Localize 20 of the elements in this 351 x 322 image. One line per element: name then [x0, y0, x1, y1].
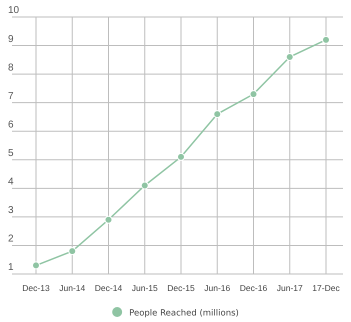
x-tick-label: Jun-14	[59, 283, 86, 294]
x-tick-label: Jun-15	[132, 283, 158, 294]
y-tick-label: 2	[8, 234, 14, 245]
x-tick-label: 17-Dec	[312, 283, 340, 294]
y-tick-label: 4	[8, 176, 14, 188]
y-tick-label: 5	[8, 148, 14, 159]
legend-label: People Reached (millions)	[129, 308, 239, 318]
y-tick-label: 9	[8, 34, 14, 45]
y-tick-label: 3	[8, 205, 14, 216]
x-tick-label: Dec-16	[240, 283, 268, 294]
y-tick-label: 7	[8, 90, 14, 102]
y-tick-label: 10	[8, 5, 20, 16]
x-tick-label: Dec-15	[167, 283, 195, 294]
y-tick-label: 6	[8, 119, 14, 130]
y-tick-label: 8	[8, 62, 14, 74]
x-tick-label: Dec-13	[22, 283, 50, 294]
x-tick-label: Jun-17	[276, 283, 304, 294]
x-tick-label: Jun-16	[204, 283, 231, 294]
y-tick-label: 1	[8, 262, 14, 274]
x-tick-label: Dec-14	[94, 283, 122, 294]
